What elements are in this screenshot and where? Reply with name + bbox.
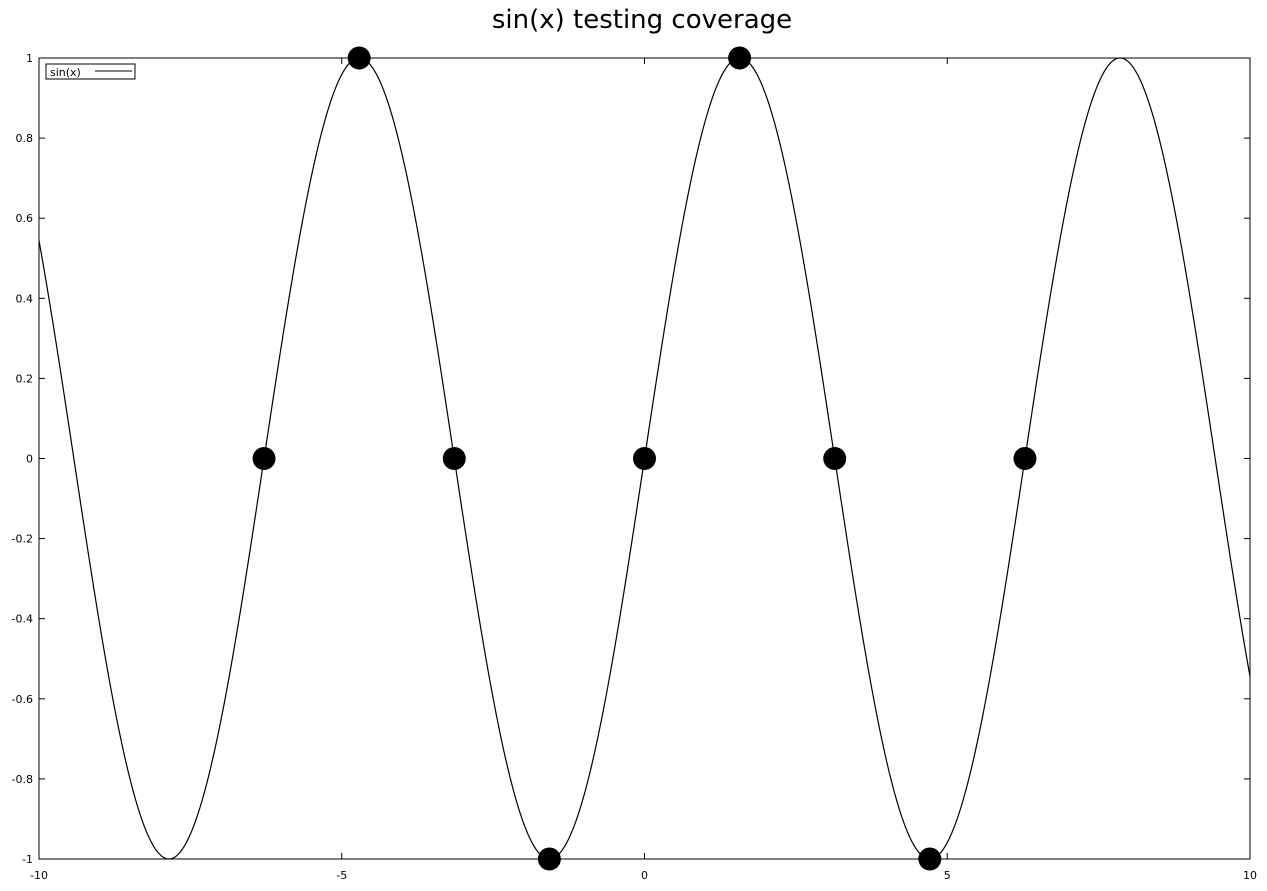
y-tick-label: -0.4 xyxy=(12,613,33,626)
x-tick-label: -5 xyxy=(336,869,347,882)
y-tick-label: 0.4 xyxy=(16,292,34,305)
y-tick-label: 0.2 xyxy=(16,372,34,385)
data-point xyxy=(633,447,656,470)
chart-title: sin(x) testing coverage xyxy=(492,5,792,35)
x-tick-label: 0 xyxy=(641,869,648,882)
x-tick-label: -10 xyxy=(30,869,48,882)
legend-label: sin(x) xyxy=(50,66,81,79)
axis-ticks xyxy=(39,58,1250,859)
data-point xyxy=(823,447,847,470)
y-tick-label: -0.8 xyxy=(12,773,33,786)
x-tick-label: 10 xyxy=(1243,869,1257,882)
data-point xyxy=(442,447,466,470)
y-tick-label: 1 xyxy=(26,52,33,65)
y-tick-label: 0.6 xyxy=(16,212,34,225)
test-points xyxy=(252,46,1037,871)
data-point xyxy=(1013,447,1037,470)
y-tick-label: -0.2 xyxy=(12,533,33,546)
data-point xyxy=(252,447,276,470)
data-point xyxy=(347,46,371,70)
y-tick-label: -0.6 xyxy=(12,693,33,706)
y-tick-label: 0 xyxy=(26,453,33,466)
data-point xyxy=(728,46,752,70)
y-tick-label: -1 xyxy=(22,853,33,866)
x-tick-label: 5 xyxy=(944,869,951,882)
legend-box xyxy=(45,63,136,80)
legend: sin(x) xyxy=(45,63,136,80)
data-point xyxy=(918,847,942,871)
data-point xyxy=(537,847,561,871)
axis-tick-labels: -10 -5 0 5 10 1 0.8 0.6 0.4 0.2 0 -0.2 -0.4 -0.6 -0.8 -… xyxy=(12,52,1257,882)
y-tick-label: 0.8 xyxy=(16,132,34,145)
